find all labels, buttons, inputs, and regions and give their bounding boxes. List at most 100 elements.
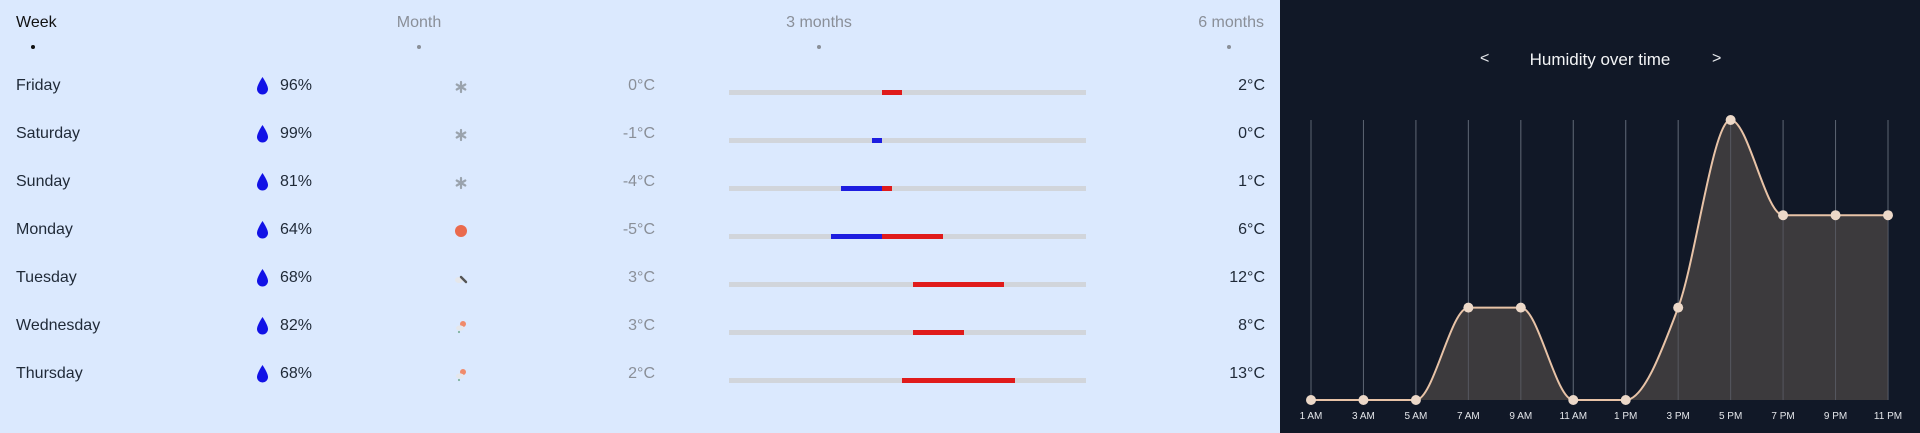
data-point-3-am[interactable]	[1358, 395, 1369, 405]
data-point-7-pm[interactable]	[1778, 210, 1789, 221]
humidity-drop-icon	[256, 268, 269, 288]
temperature-range-bar	[729, 138, 1086, 143]
x-tick-label: 9 AM	[1509, 411, 1532, 422]
forecast-row-sunday[interactable]: Sunday 81% -4°C 1°C	[0, 163, 1280, 203]
humidity-value: 64%	[280, 221, 313, 238]
tab-3-months[interactable]: 3 months	[786, 14, 852, 31]
cold-range-segment	[871, 138, 882, 143]
x-tick-label: 9 PM	[1824, 411, 1847, 422]
min-temperature: 2°C	[628, 365, 655, 382]
day-label: Monday	[16, 221, 73, 238]
cloud-rain-icon	[452, 270, 470, 288]
sun-cloud-rain-icon	[452, 366, 470, 384]
humidity-drop-icon	[256, 124, 269, 144]
min-temperature: 3°C	[628, 317, 655, 334]
chart-title: Humidity over time	[1529, 50, 1671, 69]
data-point-3-pm[interactable]	[1673, 302, 1684, 313]
tab-indicator-dot	[817, 45, 821, 49]
data-point-7-am[interactable]	[1463, 302, 1474, 313]
x-tick-label: 3 PM	[1667, 411, 1690, 422]
tab-week[interactable]: Week	[16, 14, 57, 31]
humidity-drop-icon	[256, 76, 269, 96]
warm-range-segment	[902, 378, 1015, 383]
forecast-row-monday[interactable]: Monday 64% -5°C 6°C	[0, 211, 1280, 251]
forecast-row-saturday[interactable]: Saturday 99% -1°C 0°C	[0, 115, 1280, 155]
cold-range-segment	[841, 186, 882, 191]
temperature-range-bar	[729, 378, 1086, 383]
data-point-11-pm[interactable]	[1883, 210, 1893, 221]
day-label: Thursday	[16, 365, 83, 382]
data-point-9-pm[interactable]	[1830, 210, 1841, 221]
warm-range-segment	[882, 186, 893, 191]
tab-indicator-dot	[417, 45, 421, 49]
data-point-5-am[interactable]	[1410, 395, 1421, 405]
x-tick-label: 11 PM	[1874, 411, 1902, 422]
snowflake-icon	[452, 78, 470, 96]
humidity-drop-icon	[256, 220, 269, 240]
x-tick-label: 1 PM	[1614, 411, 1637, 422]
humidity-value: 82%	[280, 317, 313, 334]
snowflake-icon	[452, 174, 470, 192]
temperature-range-bar	[729, 90, 1086, 95]
x-tick-label: 5 PM	[1719, 411, 1742, 422]
min-temperature: 3°C	[628, 269, 655, 286]
max-temperature: 1°C	[1238, 173, 1265, 190]
data-point-9-am[interactable]	[1515, 302, 1526, 313]
temperature-range-bar	[729, 234, 1086, 239]
day-label: Saturday	[16, 125, 81, 142]
x-tick-label: 7 PM	[1771, 411, 1794, 422]
tab-indicator-dot	[1227, 45, 1231, 49]
humidity-value: 81%	[280, 173, 313, 190]
x-tick-label: 1 AM	[1300, 411, 1323, 422]
x-tick-label: 3 AM	[1352, 411, 1375, 422]
x-tick-label: 11 AM	[1559, 411, 1587, 422]
data-point-11-am[interactable]	[1568, 395, 1579, 405]
min-temperature: -1°C	[622, 125, 655, 142]
humidity-value: 99%	[280, 125, 313, 142]
max-temperature: 0°C	[1238, 125, 1265, 142]
max-temperature: 2°C	[1238, 77, 1265, 94]
cold-range-segment	[831, 234, 882, 239]
humidity-drop-icon	[256, 316, 269, 336]
sun-icon	[452, 222, 470, 240]
forecast-row-thursday[interactable]: Thursday 68% 2°C 13°C	[0, 355, 1280, 395]
data-point-1-pm[interactable]	[1620, 395, 1631, 405]
day-label: Tuesday	[16, 269, 77, 286]
humidity-area	[1311, 120, 1888, 400]
humidity-drop-icon	[256, 364, 269, 384]
tab-6-months[interactable]: 6 months	[1198, 14, 1264, 31]
day-label: Friday	[16, 77, 61, 94]
humidity-value: 68%	[280, 365, 313, 382]
warm-range-segment	[882, 234, 944, 239]
temperature-range-bar	[729, 330, 1086, 335]
day-label: Sunday	[16, 173, 71, 190]
data-point-5-pm[interactable]	[1725, 115, 1736, 125]
warm-range-segment	[882, 90, 903, 95]
max-temperature: 13°C	[1229, 365, 1265, 382]
tab-month[interactable]: Month	[396, 14, 442, 31]
chart-prev-button[interactable]: <	[1480, 50, 1490, 67]
data-point-1-am[interactable]	[1306, 395, 1316, 405]
humidity-value: 68%	[280, 269, 313, 286]
warm-range-segment	[912, 330, 964, 335]
snowflake-icon	[452, 126, 470, 144]
day-label: Wednesday	[16, 317, 101, 334]
forecast-row-tuesday[interactable]: Tuesday 68% 3°C 12°C	[0, 259, 1280, 299]
forecast-panel: Week Month 3 months 6 months Friday 96% 0°C 2°…	[0, 0, 1280, 433]
temperature-range-bar	[729, 282, 1086, 287]
forecast-row-friday[interactable]: Friday 96% 0°C 2°C	[0, 67, 1280, 107]
chart-next-button[interactable]: >	[1712, 50, 1722, 67]
x-tick-label: 7 AM	[1457, 411, 1480, 422]
humidity-value: 96%	[280, 77, 313, 94]
min-temperature: -4°C	[622, 173, 655, 190]
x-tick-label: 5 AM	[1405, 411, 1428, 422]
tab-indicator-dot	[31, 45, 35, 49]
min-temperature: 0°C	[628, 77, 655, 94]
forecast-row-wednesday[interactable]: Wednesday 82% 3°C 8°C	[0, 307, 1280, 347]
max-temperature: 8°C	[1238, 317, 1265, 334]
humidity-chart: 1 AM 3 AM 5 AM 7 AM 9 AM 11 AM 1 PM 3 PM 5 PM 7 P…	[1300, 115, 1902, 422]
min-temperature: -5°C	[622, 221, 655, 238]
max-temperature: 6°C	[1238, 221, 1265, 238]
warm-range-segment	[912, 282, 1005, 287]
humidity-drop-icon	[256, 172, 269, 192]
